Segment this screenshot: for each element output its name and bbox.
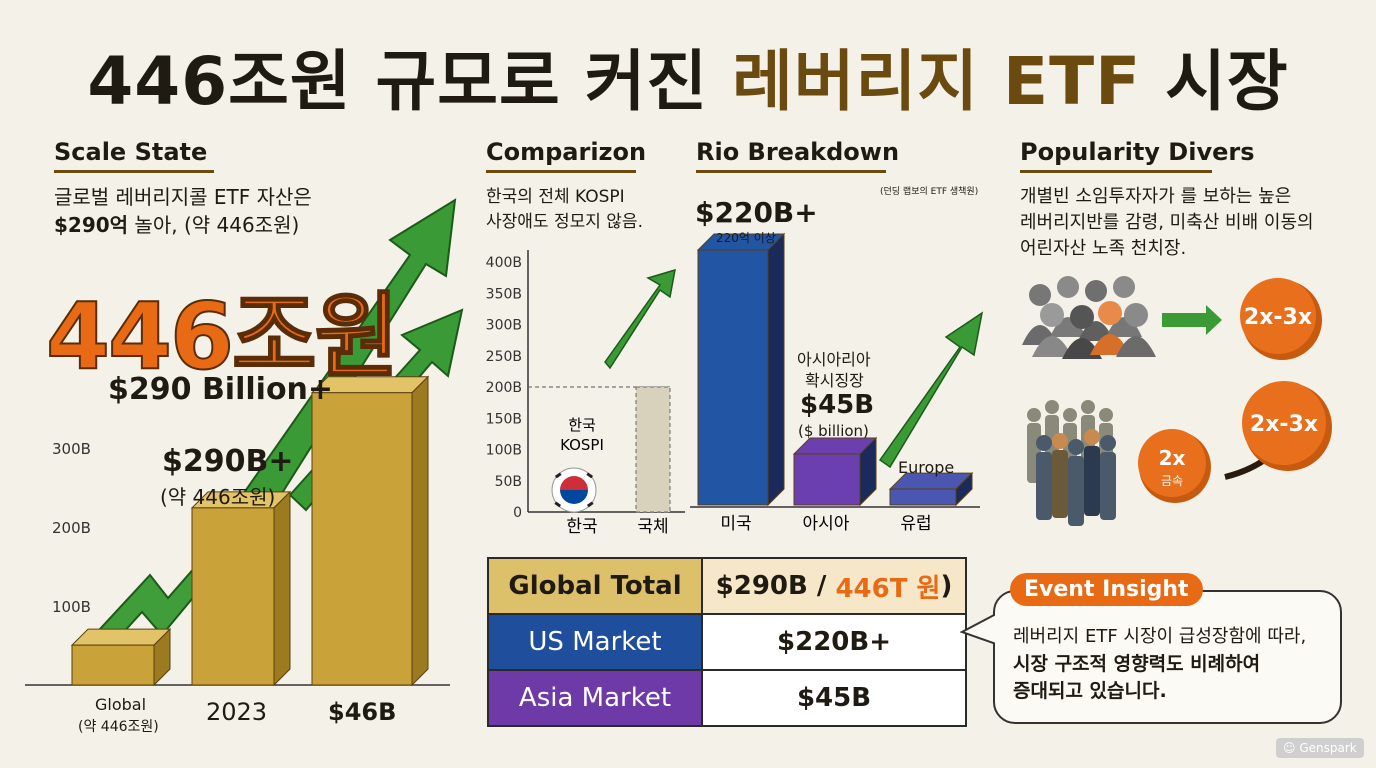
table-row-asia-label: Asia Market bbox=[489, 671, 703, 725]
crowd-icon bbox=[1022, 276, 1156, 359]
scale-bar-side bbox=[411, 375, 429, 687]
korea-flag-icon bbox=[551, 467, 597, 513]
scale-xlabel-1: 2023 bbox=[206, 698, 268, 726]
svg-text:2x-3x: 2x-3x bbox=[1244, 305, 1312, 330]
breakdown-note: (던딩 랩보의 ETF 생책원) bbox=[880, 187, 979, 197]
asia-label1: 아시아리아 bbox=[797, 350, 871, 369]
scale-bar-top bbox=[70, 628, 172, 646]
us-sub: 220억 이상 bbox=[716, 231, 776, 245]
breakdown-xlabel: 미국 bbox=[720, 514, 751, 534]
insight-tag: Event Insight bbox=[1010, 573, 1203, 606]
table-row-global-label: Global Total bbox=[489, 559, 703, 615]
comparison-bar-label1: 한국 bbox=[568, 416, 596, 434]
insight-line3: 증대되고 있습니다. bbox=[1013, 680, 1167, 702]
europe-label: Europe bbox=[898, 458, 955, 477]
comparison-chart: 0 50B 100B 150B 200B 250B 300B 350B 400B 한국 KOSP… bbox=[486, 250, 685, 537]
asia-label2: 확시징장 bbox=[805, 371, 864, 390]
scale-desc1: 글로벌 레버리지콜 ETF 자산은 bbox=[54, 185, 312, 209]
popularity-desc2: 레버리지반를 감령, 미축산 비배 이동의 bbox=[1020, 212, 1314, 233]
table-row-asia-value: $45B bbox=[703, 671, 965, 725]
breakdown-bar bbox=[889, 488, 957, 506]
popularity-arrow bbox=[1162, 305, 1222, 335]
badge-2x-3x-bottom: 2x-3x bbox=[1242, 381, 1332, 471]
insight-bubble bbox=[993, 590, 1342, 724]
us-value: $220B+ bbox=[695, 196, 818, 229]
scale-bar bbox=[311, 392, 413, 686]
comparison-ytick: 250B bbox=[486, 349, 522, 365]
table-row-us-label: US Market bbox=[489, 615, 703, 671]
people-standing-icon bbox=[1027, 400, 1116, 526]
comparison-desc1: 한국의 전체 KOSPI bbox=[486, 187, 625, 207]
scale-ytick: 300B bbox=[52, 440, 91, 458]
scale-xlabel-sub: (약 446조원) bbox=[78, 719, 159, 735]
svg-text:2x: 2x bbox=[1159, 446, 1186, 470]
scale-xlabel-0: Global bbox=[95, 695, 147, 714]
scale-heading: Scale State bbox=[54, 138, 208, 166]
comparison-ytick: 50B bbox=[495, 474, 522, 490]
breakdown-bar-side bbox=[767, 232, 785, 507]
comparison-bar-label2: KOSPI bbox=[560, 436, 604, 454]
comparison-underline bbox=[486, 170, 636, 173]
svg-text:금속: 금속 bbox=[1161, 474, 1183, 488]
comparison-heading: Comparizon bbox=[486, 138, 647, 166]
scale-xlabel-2: $46B bbox=[328, 698, 397, 726]
comparison-xlabel: 국체 bbox=[637, 517, 668, 537]
popularity-desc3: 어린자산 노족 천치장. bbox=[1020, 238, 1187, 259]
asia-value: $45B bbox=[800, 390, 875, 420]
table-row-global-value: $290B / 446T 원) bbox=[703, 559, 965, 615]
table-row-us-value: $220B+ bbox=[703, 615, 965, 671]
popularity-heading: Popularity Divers bbox=[1020, 138, 1255, 166]
insight-line1: 레버리지 ETF 시장이 급성장함에 따라, bbox=[1013, 626, 1307, 647]
popularity-underline bbox=[1020, 170, 1212, 173]
callout-value: $290B+ bbox=[162, 444, 294, 479]
scale-growth-arrow-1 bbox=[230, 198, 457, 527]
summary-table: Global Total $290B / 446T 원) US Market $… bbox=[487, 557, 967, 727]
scale-desc2-bold: $290억 bbox=[54, 213, 129, 237]
bubble-tail bbox=[960, 612, 1000, 648]
title-accent: 레버리지 ETF bbox=[732, 43, 1142, 120]
comparison-ytick: 400B bbox=[486, 255, 522, 271]
title-part3: 시장 bbox=[1141, 43, 1289, 120]
scale-ytick: 100B bbox=[52, 598, 91, 616]
breakdown-bar bbox=[697, 249, 769, 506]
scale-bar bbox=[191, 507, 275, 686]
watermark-badge: ☺ Genspark bbox=[1276, 738, 1364, 758]
billion-label: $290 Billion+ bbox=[108, 372, 334, 407]
comparison-ytick: 200B bbox=[486, 380, 522, 396]
svg-text:2x-3x: 2x-3x bbox=[1250, 412, 1318, 437]
scale-chart: 100B 200B 300B bbox=[25, 198, 464, 687]
page-title: 446조원 규모로 커진 레버리지 ETF 시장 bbox=[0, 28, 1376, 124]
breakdown-underline bbox=[696, 170, 886, 173]
comparison-ytick: 100B bbox=[486, 443, 522, 459]
asia-sub: ($ billion) bbox=[798, 422, 869, 440]
comparison-ytick: 350B bbox=[486, 286, 522, 302]
breakdown-heading: Rio Breakdown bbox=[696, 138, 900, 166]
breakdown-arrow bbox=[878, 311, 984, 469]
comparison-ytick: 0 bbox=[513, 505, 522, 521]
breakdown-xlabel: 유럽 bbox=[900, 514, 931, 534]
popularity-illustration: 2x-3x 2x 금속 2x-3x bbox=[1022, 276, 1332, 526]
breakdown-bar bbox=[793, 453, 861, 506]
scale-underline bbox=[54, 170, 214, 173]
comparison-ytick: 150B bbox=[486, 411, 522, 427]
comparison-bar bbox=[635, 386, 671, 513]
comparison-ytick: 300B bbox=[486, 318, 522, 334]
big-446-label: 446조원 bbox=[45, 282, 400, 391]
popularity-desc1: 개별빈 소임투자자가 를 보하는 높은 bbox=[1020, 186, 1292, 207]
callout-sub: (약 446조원) bbox=[160, 485, 276, 509]
title-part1: 446조원 규모로 커진 bbox=[87, 43, 733, 120]
scale-ytick: 200B bbox=[52, 519, 91, 537]
badge-2x-3x-top: 2x-3x bbox=[1240, 278, 1322, 360]
scale-bar bbox=[71, 644, 155, 686]
badge-2x-metal: 2x 금속 bbox=[1138, 429, 1211, 503]
scale-bar-side bbox=[273, 490, 291, 687]
scale-desc2-rest: 놀아, (약 446조원) bbox=[128, 213, 300, 237]
comparison-xlabel: 한국 bbox=[566, 517, 597, 537]
breakdown-xlabel: 아시아 bbox=[803, 514, 850, 534]
comparison-arrow bbox=[604, 268, 676, 370]
comparison-desc2: 사장애도 정모지 않음. bbox=[486, 212, 643, 232]
scale-desc2: $290억 놀아, (약 446조원) bbox=[54, 210, 299, 240]
insight-line2: 시장 구조적 영향력도 비례하여 bbox=[1013, 653, 1261, 675]
breakdown-chart: 미국 아시아 유럽 bbox=[690, 232, 984, 534]
